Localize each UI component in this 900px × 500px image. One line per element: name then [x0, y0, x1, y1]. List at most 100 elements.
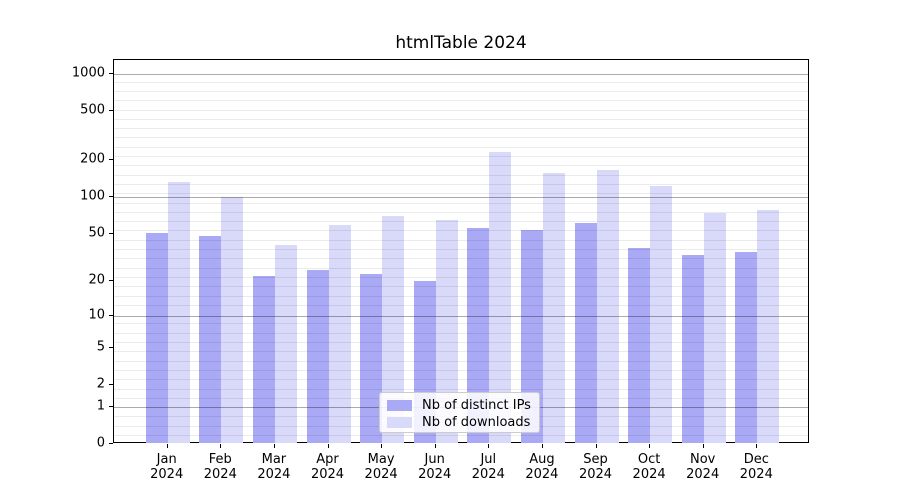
x-tick-label: Aug 2024 — [512, 452, 572, 482]
y-tick-label: 5 — [96, 339, 105, 355]
bar-downloads — [596, 169, 619, 444]
x-label-month: Dec — [743, 452, 769, 467]
x-label-year: 2024 — [310, 467, 345, 482]
x-label-year: 2024 — [525, 467, 559, 482]
x-tick — [756, 444, 758, 448]
y-gridline-minor — [114, 230, 808, 232]
y-tick — [109, 314, 113, 316]
x-tick-label: Apr 2024 — [298, 452, 358, 482]
x-label-year: 2024 — [739, 467, 773, 482]
x-label-month: May — [367, 452, 395, 467]
legend-item: Nb of downloads — [387, 414, 531, 431]
y-gridline-minor — [114, 249, 808, 250]
y-gridline-minor — [114, 323, 808, 325]
x-label-year: 2024 — [686, 467, 720, 482]
x-tick-label: Nov 2024 — [673, 452, 733, 482]
y-tick — [109, 280, 113, 282]
y-gridline-minor — [114, 276, 808, 278]
bar-distinct-ips — [360, 274, 383, 444]
bar-distinct-ips — [681, 255, 704, 444]
x-tick — [488, 444, 490, 448]
x-tick-label: May 2024 — [351, 452, 411, 482]
x-label-month: Mar — [261, 452, 287, 467]
y-gridline-minor — [114, 174, 808, 176]
x-label-year: 2024 — [418, 467, 452, 482]
y-gridline-minor — [114, 128, 808, 130]
y-tick-label: 1000 — [71, 65, 105, 81]
x-label-year: 2024 — [364, 467, 398, 482]
x-tick — [381, 444, 383, 448]
bar-downloads — [650, 185, 673, 444]
y-tick — [109, 196, 113, 198]
y-tick — [109, 406, 113, 408]
x-tick — [649, 444, 651, 448]
x-label-month: Feb — [208, 452, 232, 467]
x-label-month: Jun — [424, 452, 445, 467]
bar-distinct-ips — [306, 269, 329, 444]
x-label-month: Oct — [637, 452, 661, 467]
y-gridline-minor — [114, 267, 808, 269]
y-gridline-minor — [114, 118, 808, 120]
y-tick — [109, 384, 113, 386]
x-tick-label: Dec 2024 — [726, 452, 786, 482]
plot-area — [113, 59, 809, 444]
y-tick — [109, 232, 113, 234]
y-gridline-minor — [114, 109, 808, 111]
x-tick — [595, 444, 597, 448]
y-tick — [109, 347, 113, 349]
y-tick-label: 1 — [96, 398, 105, 414]
y-tick-label: 200 — [80, 151, 105, 167]
y-gridline-minor — [114, 100, 808, 102]
x-label-month: Nov — [690, 452, 716, 467]
y-gridline-minor — [114, 295, 808, 297]
y-tick-label: 500 — [80, 102, 105, 118]
bar-distinct-ips — [628, 248, 651, 444]
y-gridline-minor — [114, 342, 808, 343]
x-label-month: Apr — [316, 452, 339, 467]
y-tick-label: 50 — [88, 225, 105, 241]
y-gridline-minor — [114, 193, 808, 195]
x-label-month: Jul — [480, 452, 497, 467]
y-gridline-minor — [114, 435, 808, 436]
y-gridline-minor — [114, 183, 808, 185]
bar-distinct-ips — [735, 252, 758, 444]
bar-downloads — [435, 219, 458, 444]
y-tick-label: 0 — [96, 435, 105, 451]
y-tick — [109, 443, 113, 445]
x-label-year: 2024 — [578, 467, 613, 482]
y-gridline-major — [114, 74, 808, 76]
legend: Nb of distinct IPs Nb of downloads — [379, 392, 540, 433]
bar-downloads — [221, 197, 244, 444]
x-tick-label: Feb 2024 — [190, 452, 250, 482]
y-gridline-minor — [114, 146, 808, 148]
legend-swatch-downloads — [387, 417, 412, 428]
x-label-year: 2024 — [203, 467, 237, 482]
y-tick — [109, 73, 113, 75]
y-gridline-minor — [114, 239, 808, 241]
y-tick-label: 20 — [88, 272, 105, 288]
x-tick-label: Jan 2024 — [137, 452, 197, 482]
x-tick-label: Oct 2024 — [619, 452, 679, 482]
bar-downloads — [167, 182, 190, 444]
x-label-year: 2024 — [632, 467, 666, 482]
legend-item: Nb of distinct IPs — [387, 397, 531, 414]
x-tick — [327, 444, 329, 448]
bar-downloads — [274, 245, 297, 444]
x-label-year: 2024 — [150, 467, 184, 482]
y-tick-label: 2 — [96, 376, 105, 392]
x-label-month: Aug — [529, 452, 555, 467]
x-tick-label: Sep 2024 — [566, 452, 626, 482]
y-gridline-minor — [114, 304, 808, 306]
y-gridline-major — [114, 197, 808, 199]
bar-downloads — [489, 151, 512, 444]
y-tick — [109, 110, 113, 112]
x-tick — [166, 444, 168, 448]
y-gridline-minor — [114, 137, 808, 139]
bar-downloads — [328, 225, 351, 444]
y-gridline-minor — [114, 369, 808, 371]
x-label-year: 2024 — [471, 467, 505, 482]
x-label-year: 2024 — [257, 467, 291, 482]
y-gridline-minor — [114, 286, 808, 288]
y-gridline-minor — [114, 156, 808, 157]
x-tick — [273, 444, 275, 448]
